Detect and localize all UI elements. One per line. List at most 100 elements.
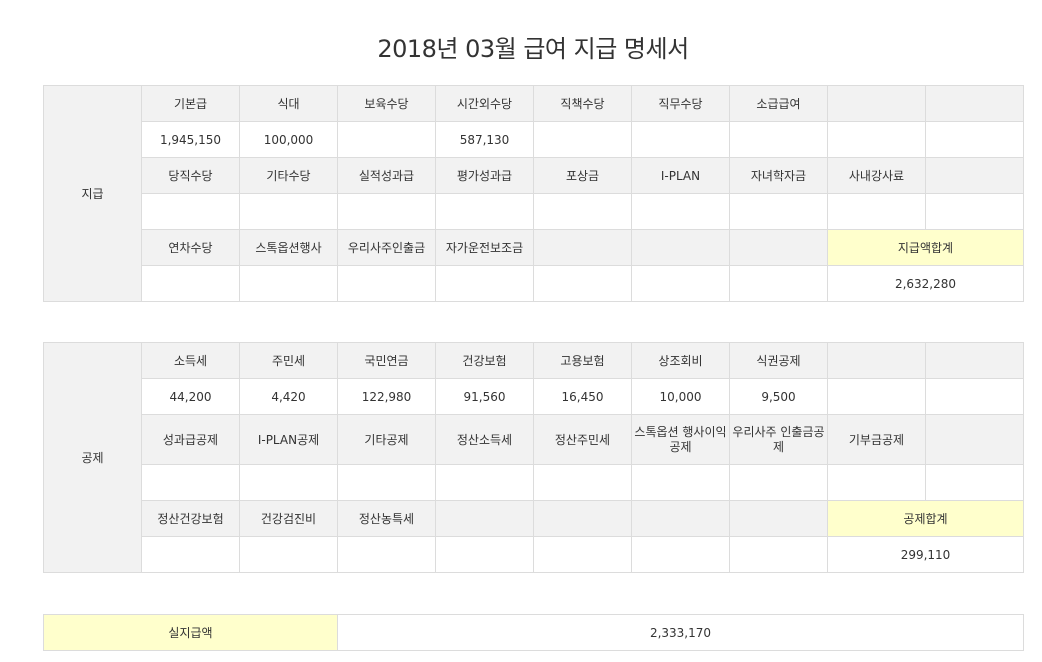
deduction-value-cell: 16,450: [533, 378, 632, 415]
payment-header-cell: 스톡옵션행사: [239, 229, 338, 266]
deduction-value-row-3: 299,110: [44, 536, 1024, 573]
payment-total-value: 2,632,280: [827, 265, 1024, 302]
payment-header-cell: [533, 229, 632, 266]
page-title: 2018년 03월 급여 지급 명세서: [377, 35, 689, 63]
deduction-value-cell: [631, 464, 730, 501]
payment-header-cell: 우리사주인출금: [337, 229, 436, 266]
payment-header-cell: I-PLAN: [631, 157, 730, 194]
payment-header-cell: [925, 85, 1024, 122]
deduction-total-value: 299,110: [827, 536, 1024, 573]
deduction-value-cell: [925, 464, 1024, 501]
deduction-value-cell: [631, 536, 730, 573]
deduction-section-label: 공제: [43, 342, 142, 573]
net-pay-row: 실지급액 2,333,170: [43, 614, 1024, 651]
payment-value-cell: [827, 121, 926, 158]
deduction-header-cell: [729, 500, 828, 537]
deduction-value-cell: 9,500: [729, 378, 828, 415]
payment-value-cell: [141, 193, 240, 230]
payment-value-cell: [631, 121, 730, 158]
deduction-value-cell: [827, 378, 926, 415]
deduction-header-cell: 정산주민세: [533, 414, 632, 465]
deduction-total-label: 공제합계: [827, 500, 1024, 537]
deduction-value-cell: [533, 536, 632, 573]
net-pay-label: 실지급액: [43, 614, 338, 651]
payment-value-cell: 587,130: [435, 121, 534, 158]
payment-value-row-1: 1,945,150 100,000 587,130: [44, 121, 1024, 158]
deduction-value-cell: 91,560: [435, 378, 534, 415]
payment-header-cell: [925, 157, 1024, 194]
payment-value-cell: [239, 193, 338, 230]
deduction-value-row-1: 44,200 4,420 122,980 91,560 16,450 10,00…: [44, 378, 1024, 415]
deduction-header-cell: 정산농특세: [337, 500, 436, 537]
deduction-header-row-2: 성과급공제 I-PLAN공제 기타공제 정산소득세 정산주민세 스톡옵션 행사이…: [44, 414, 1024, 465]
payment-section-label: 지급: [43, 85, 142, 302]
deduction-value-cell: [827, 464, 926, 501]
deduction-value-cell: [337, 536, 436, 573]
payment-header-cell: 평가성과급: [435, 157, 534, 194]
deduction-value-cell: [435, 464, 534, 501]
payment-header-cell: [729, 229, 828, 266]
payment-value-cell: [337, 121, 436, 158]
deduction-header-cell: [631, 500, 730, 537]
payment-value-cell: [729, 121, 828, 158]
deduction-header-cell: 건강검진비: [239, 500, 338, 537]
payment-header-row-2: 당직수당 기타수당 실적성과급 평가성과급 포상금 I-PLAN 자녀학자금 사…: [44, 157, 1024, 194]
deduction-header-row-1: 공제 소득세 주민세 국민연금 건강보험 고용보험 상조회비 식권공제: [43, 342, 1024, 573]
deduction-header-cell: 주민세: [239, 342, 338, 379]
payment-value-cell: [533, 193, 632, 230]
deduction-header-cell: [827, 342, 926, 379]
payment-value-cell: [239, 265, 338, 302]
deduction-header-cell: 상조회비: [631, 342, 730, 379]
payment-header-cell: 자녀학자금: [729, 157, 828, 194]
payment-header-cell: 포상금: [533, 157, 632, 194]
deduction-header-cell: 식권공제: [729, 342, 828, 379]
payment-header-cell: [631, 229, 730, 266]
payment-value-cell: [925, 121, 1024, 158]
payment-header-cell: 식대: [239, 85, 338, 122]
deduction-value-cell: 44,200: [141, 378, 240, 415]
payment-value-cell: [141, 265, 240, 302]
deduction-value-cell: [239, 536, 338, 573]
deduction-header-cell: I-PLAN공제: [239, 414, 338, 465]
deduction-header-cell: [533, 500, 632, 537]
deduction-value-cell: [141, 536, 240, 573]
deduction-header-cell: [435, 500, 534, 537]
payment-value-cell: [337, 193, 436, 230]
payment-value-cell: [827, 193, 926, 230]
payment-value-cell: [533, 265, 632, 302]
deduction-header-cell: [925, 414, 1024, 465]
deduction-header-cell: 정산소득세: [435, 414, 534, 465]
deduction-value-cell: [239, 464, 338, 501]
deduction-value-cell: [435, 536, 534, 573]
payment-header-cell: 자가운전보조금: [435, 229, 534, 266]
deduction-header-cell: 성과급공제: [141, 414, 240, 465]
deduction-table: 공제 소득세 주민세 국민연금 건강보험 고용보험 상조회비 식권공제 44,2…: [43, 342, 1024, 573]
payment-header-cell: 기본급: [141, 85, 240, 122]
payment-header-cell: 보육수당: [337, 85, 436, 122]
payment-header-cell: 직무수당: [631, 85, 730, 122]
payment-value-cell: 1,945,150: [141, 121, 240, 158]
deduction-header-cell: 우리사주 인출금공제: [729, 414, 828, 465]
payment-header-row-3: 연차수당 스톡옵션행사 우리사주인출금 자가운전보조금 지급액합계: [44, 229, 1024, 266]
payment-value-cell: [925, 193, 1024, 230]
deduction-header-cell: 소득세: [141, 342, 240, 379]
payment-header-cell: [827, 85, 926, 122]
deduction-header-cell: 기타공제: [337, 414, 436, 465]
payment-header-cell: 시간외수당: [435, 85, 534, 122]
deduction-header-cell: [925, 342, 1024, 379]
payment-header-cell: 소급급여: [729, 85, 828, 122]
deduction-value-cell: [533, 464, 632, 501]
payment-value-row-2: [44, 193, 1024, 230]
deduction-value-cell: 4,420: [239, 378, 338, 415]
deduction-value-cell: [925, 378, 1024, 415]
payment-header-cell: 연차수당: [141, 229, 240, 266]
net-pay-table: 실지급액 2,333,170: [43, 614, 1024, 651]
deduction-value-cell: [141, 464, 240, 501]
deduction-header-row-3: 정산건강보험 건강검진비 정산농특세 공제합계: [44, 500, 1024, 537]
payment-value-cell: [435, 193, 534, 230]
deduction-value-cell: [729, 464, 828, 501]
deduction-value-cell: 10,000: [631, 378, 730, 415]
payment-value-cell: [337, 265, 436, 302]
deduction-header-cell: 정산건강보험: [141, 500, 240, 537]
deduction-value-cell: [337, 464, 436, 501]
